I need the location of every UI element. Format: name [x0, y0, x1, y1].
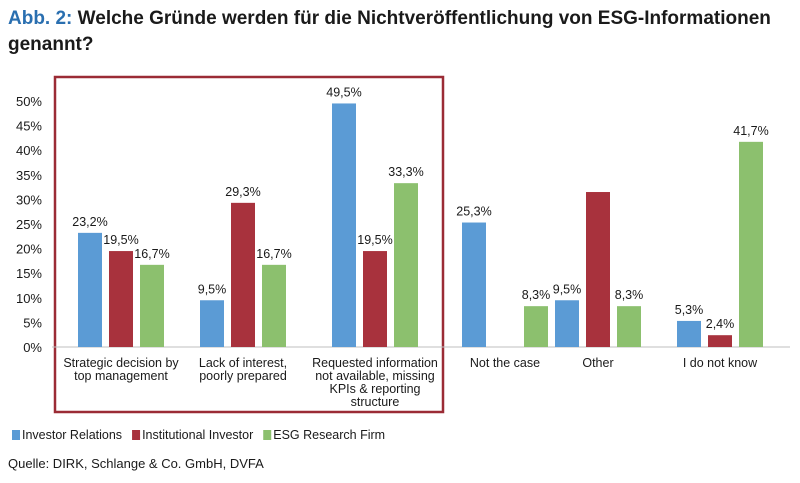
data-label: 29,3%: [225, 185, 260, 199]
legend-swatch: [12, 430, 20, 440]
bar: [231, 202, 255, 347]
bar: [394, 183, 418, 347]
highlight-box: [53, 75, 445, 414]
data-label: 25,3%: [456, 205, 491, 219]
x-category-label: not available, missing: [315, 369, 435, 383]
bar: [677, 320, 701, 347]
bar: [617, 306, 641, 347]
x-category-label: Other: [582, 356, 613, 370]
y-tick-label: 40%: [16, 143, 42, 158]
y-tick-label: 30%: [16, 192, 42, 207]
x-category-label: Lack of interest,: [199, 356, 287, 370]
x-category-label: structure: [351, 395, 400, 409]
bar: [739, 141, 763, 347]
x-category-label: top management: [74, 369, 168, 383]
bar: [140, 264, 164, 347]
bar: [555, 300, 579, 347]
data-label: 41,7%: [733, 124, 768, 138]
x-category-label: Strategic decision by: [63, 356, 179, 370]
y-tick-label: 15%: [16, 266, 42, 281]
data-label: 23,2%: [72, 215, 107, 229]
legend-label: Investor Relations: [22, 428, 122, 442]
legend-swatch: [263, 430, 272, 440]
bar: [78, 232, 102, 347]
data-label: 5,3%: [675, 303, 704, 317]
title-text: Welche Gründe werden für die Nichtveröff…: [8, 8, 771, 55]
y-tick-label: 0%: [23, 340, 42, 355]
bar: [524, 306, 548, 347]
data-label: 9,5%: [198, 282, 227, 296]
y-tick-label: 50%: [16, 94, 42, 109]
legend-swatch: [132, 430, 141, 440]
data-label: 49,5%: [326, 85, 361, 99]
data-label: 16,7%: [134, 247, 169, 261]
figure-number: Abb. 2:: [8, 8, 73, 29]
y-tick-label: 45%: [16, 119, 42, 134]
x-category-label: Not the case: [470, 356, 540, 370]
bar: [200, 300, 224, 347]
data-label: 8,3%: [615, 288, 644, 302]
bar: [708, 335, 732, 347]
legend-label: Institutional Investor: [142, 428, 253, 442]
x-category-label: KPIs & reporting: [329, 382, 420, 396]
data-label: 9,5%: [553, 282, 582, 296]
bar: [586, 192, 610, 347]
x-category-label: I do not know: [683, 356, 758, 370]
data-label: 19,5%: [103, 233, 138, 247]
bar: [462, 222, 486, 347]
x-category-label: poorly prepared: [199, 369, 287, 383]
y-tick-label: 10%: [16, 291, 42, 306]
data-label: 19,5%: [357, 233, 392, 247]
bar: [109, 251, 133, 347]
x-category-label: Requested information: [312, 356, 438, 370]
data-label: 8,3%: [522, 288, 551, 302]
y-tick-label: 35%: [16, 168, 42, 183]
y-tick-label: 25%: [16, 217, 42, 232]
bar: [262, 264, 286, 347]
data-label: 2,4%: [706, 317, 735, 331]
chart-title: Abb. 2: Welche Gründe werden für die Nic…: [8, 6, 788, 58]
y-tick-label: 5%: [23, 315, 42, 330]
data-label: 16,7%: [256, 247, 291, 261]
bar: [332, 103, 356, 348]
bar: [363, 251, 387, 347]
data-label: 33,3%: [388, 165, 423, 179]
y-tick-label: 20%: [16, 242, 42, 257]
legend-label: ESG Research Firm: [273, 428, 385, 442]
source-note: Quelle: DIRK, Schlange & Co. GmbH, DVFA: [8, 456, 264, 471]
